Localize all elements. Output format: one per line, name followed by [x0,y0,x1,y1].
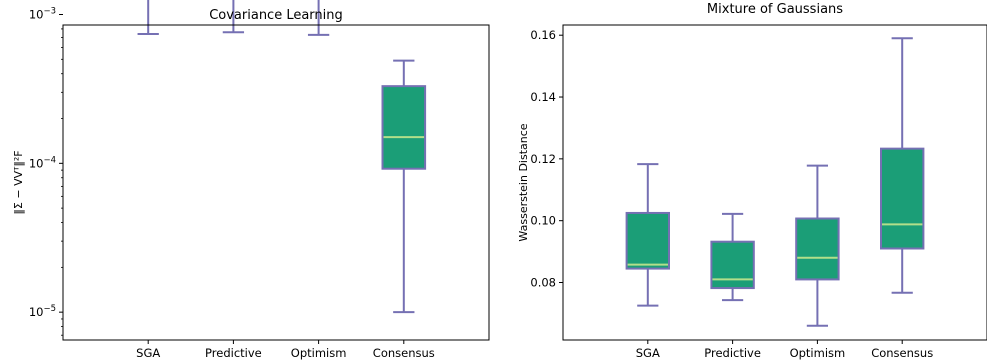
x-tick-label: Predictive [205,346,262,360]
y-tick-label: 0.14 [530,90,556,104]
box-optimism [795,164,840,327]
y-tick-label: 10−3 [29,6,56,21]
box-predictive [222,0,245,34]
x-tick-label: Optimism [291,346,347,360]
y-axis-label: Wasserstein Distance [517,123,530,241]
box-optimism [307,0,330,36]
iqr-box [625,211,670,270]
box-predictive [710,212,755,302]
y-tick-label: 0.16 [530,28,556,42]
y-axis-label: ‖Σ − VVᵀ‖²F [12,150,25,214]
axes-frame [62,24,490,341]
iqr-box [381,85,427,170]
box-sga [625,163,670,307]
x-tick-label: SGA [636,346,660,360]
x-tick-label: Predictive [704,346,761,360]
covariance-learning-panel: SGA Predictive Optimism Consensus 10−5 10−4 10… [12,0,490,360]
axes-frame [562,24,987,341]
x-tick-label: Consensus [373,346,435,360]
iqr-box [795,217,840,281]
x-tick-label: Consensus [871,346,933,360]
y-tick-label: 10−5 [29,304,56,319]
x-tick-label: Optimism [790,346,846,360]
mixture-of-gaussians-panel: SGA Predictive Optimism Consensus 0.08 0.10 0.… [517,2,987,360]
box-consensus [381,59,427,314]
chart-title: Covariance Learning [209,8,343,23]
y-tick-label: 0.08 [530,276,556,290]
y-tick-label: 10−4 [29,155,56,170]
iqr-box [710,240,755,290]
box-sga [137,0,159,35]
chart-title: Mixture of Gaussians [707,2,843,17]
y-tick-label: 0.10 [530,214,556,228]
x-tick-label: SGA [136,346,160,360]
box-consensus [880,37,925,294]
iqr-box [880,147,925,250]
y-tick-label: 0.12 [530,152,556,166]
